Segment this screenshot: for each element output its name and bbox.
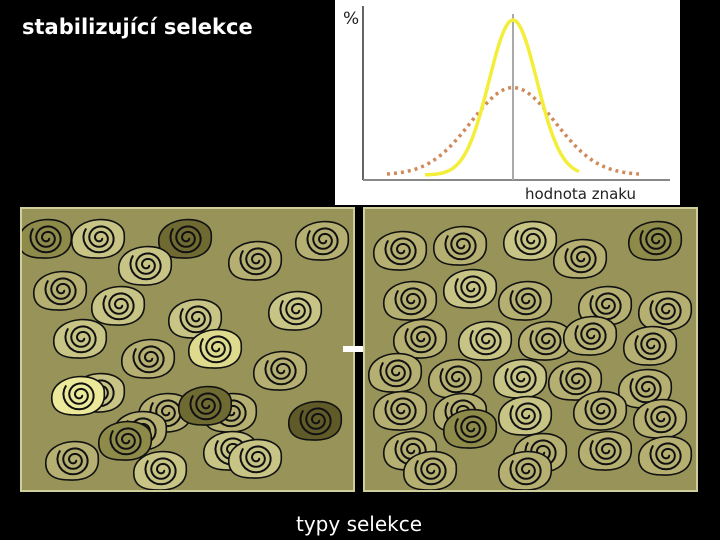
after-snail-19 (547, 360, 603, 401)
before-snail-9 (167, 298, 223, 339)
after-snail-11 (392, 318, 448, 359)
before-snail-26 (132, 450, 188, 490)
after-snail-18 (492, 358, 548, 399)
curve-wide-distribution (386, 85, 640, 176)
after-snail-17 (427, 358, 483, 399)
before-snail-14 (252, 350, 308, 391)
before-snail-7 (32, 270, 88, 311)
snail-population-before (22, 218, 350, 490)
after-snail-7 (382, 280, 438, 321)
after-snail-16 (367, 352, 423, 393)
after-snail-30 (637, 435, 693, 476)
after-snail-4 (552, 238, 608, 279)
after-snail-15 (622, 325, 678, 366)
slide-title: stabilizující selekce (22, 15, 253, 39)
distribution-chart-svg: % hodnota znaku (343, 6, 670, 203)
before-snail-13 (187, 328, 243, 369)
after-snail-1 (372, 230, 428, 271)
distribution-chart: % hodnota znaku (335, 0, 680, 205)
after-snail-3 (502, 220, 558, 261)
before-snail-2 (70, 218, 126, 259)
before-snail-11 (52, 318, 108, 359)
snail-population-after (367, 220, 693, 490)
y-axis-label: % (343, 9, 359, 29)
after-snail-6 (442, 268, 498, 309)
panel-before-selection (20, 207, 355, 492)
after-snail-10 (637, 290, 693, 331)
before-snail-10 (267, 290, 323, 331)
before-snail-1 (22, 218, 73, 259)
before-snail-22 (287, 400, 343, 441)
after-snail-21 (372, 390, 428, 431)
after-snail-31 (497, 450, 553, 490)
after-snail-26 (442, 408, 498, 449)
after-snail-24 (572, 390, 628, 431)
after-snail-5 (627, 220, 683, 261)
panel-after-selection (363, 207, 698, 492)
after-snail-25 (632, 398, 688, 439)
before-snail-8 (90, 285, 146, 326)
after-snail-23 (497, 395, 553, 436)
before-snail-12 (120, 338, 176, 379)
x-axis-label: hodnota znaku (525, 185, 636, 203)
curve-narrow-distribution (424, 18, 580, 177)
before-snail-18 (50, 375, 106, 416)
before-snail-5 (294, 220, 350, 261)
before-snail-4 (227, 240, 283, 281)
after-snail-14 (562, 315, 618, 356)
before-snail-24 (97, 420, 153, 461)
slide-caption: typy selekce (296, 512, 423, 536)
after-snail-29 (577, 430, 633, 471)
after-snail-12 (457, 320, 513, 361)
after-snail-8 (497, 280, 553, 321)
before-snail-6 (117, 245, 173, 286)
after-snail-32 (402, 450, 458, 490)
before-snail-20 (177, 385, 233, 426)
before-snail-23 (44, 440, 100, 481)
after-snail-2 (432, 225, 488, 266)
before-snail-25 (227, 438, 283, 479)
